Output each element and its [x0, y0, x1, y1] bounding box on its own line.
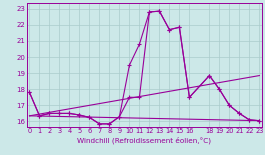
- X-axis label: Windchill (Refroidissement éolien,°C): Windchill (Refroidissement éolien,°C): [77, 137, 211, 144]
